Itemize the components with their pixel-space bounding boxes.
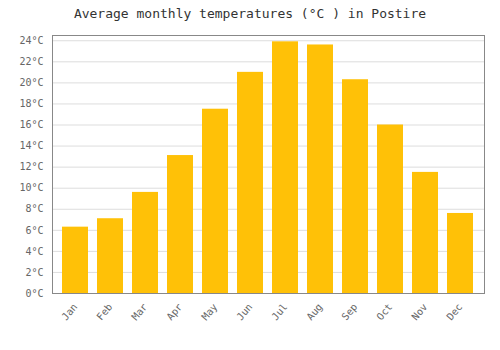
svg-text:Nov: Nov [409, 301, 429, 322]
svg-text:20°C: 20°C [19, 77, 43, 88]
svg-text:16°C: 16°C [19, 119, 43, 130]
svg-text:0°C: 0°C [25, 288, 43, 299]
svg-text:22°C: 22°C [19, 56, 43, 67]
svg-text:Dec: Dec [444, 301, 464, 322]
svg-text:12°C: 12°C [19, 161, 43, 172]
svg-text:10°C: 10°C [19, 182, 43, 193]
svg-text:May: May [199, 301, 219, 322]
svg-text:4°C: 4°C [25, 246, 43, 257]
svg-text:Mar: Mar [129, 301, 149, 322]
svg-text:Jul: Jul [269, 301, 289, 322]
svg-text:8°C: 8°C [25, 203, 43, 214]
svg-text:14°C: 14°C [19, 140, 43, 151]
svg-text:2°C: 2°C [25, 267, 43, 278]
svg-text:Sep: Sep [339, 301, 359, 322]
svg-text:6°C: 6°C [25, 225, 43, 236]
svg-text:Apr: Apr [164, 301, 184, 322]
svg-text:18°C: 18°C [19, 98, 43, 109]
svg-text:Aug: Aug [304, 301, 324, 322]
svg-text:Feb: Feb [94, 301, 114, 322]
svg-text:Jun: Jun [234, 301, 254, 322]
svg-text:Jan: Jan [59, 301, 79, 322]
svg-text:Oct: Oct [374, 301, 394, 322]
html-text:Average monthly temperatures (: Average monthly temperatures (°C ) in Po… [73, 6, 427, 21]
svg-text:24°C: 24°C [19, 35, 43, 46]
